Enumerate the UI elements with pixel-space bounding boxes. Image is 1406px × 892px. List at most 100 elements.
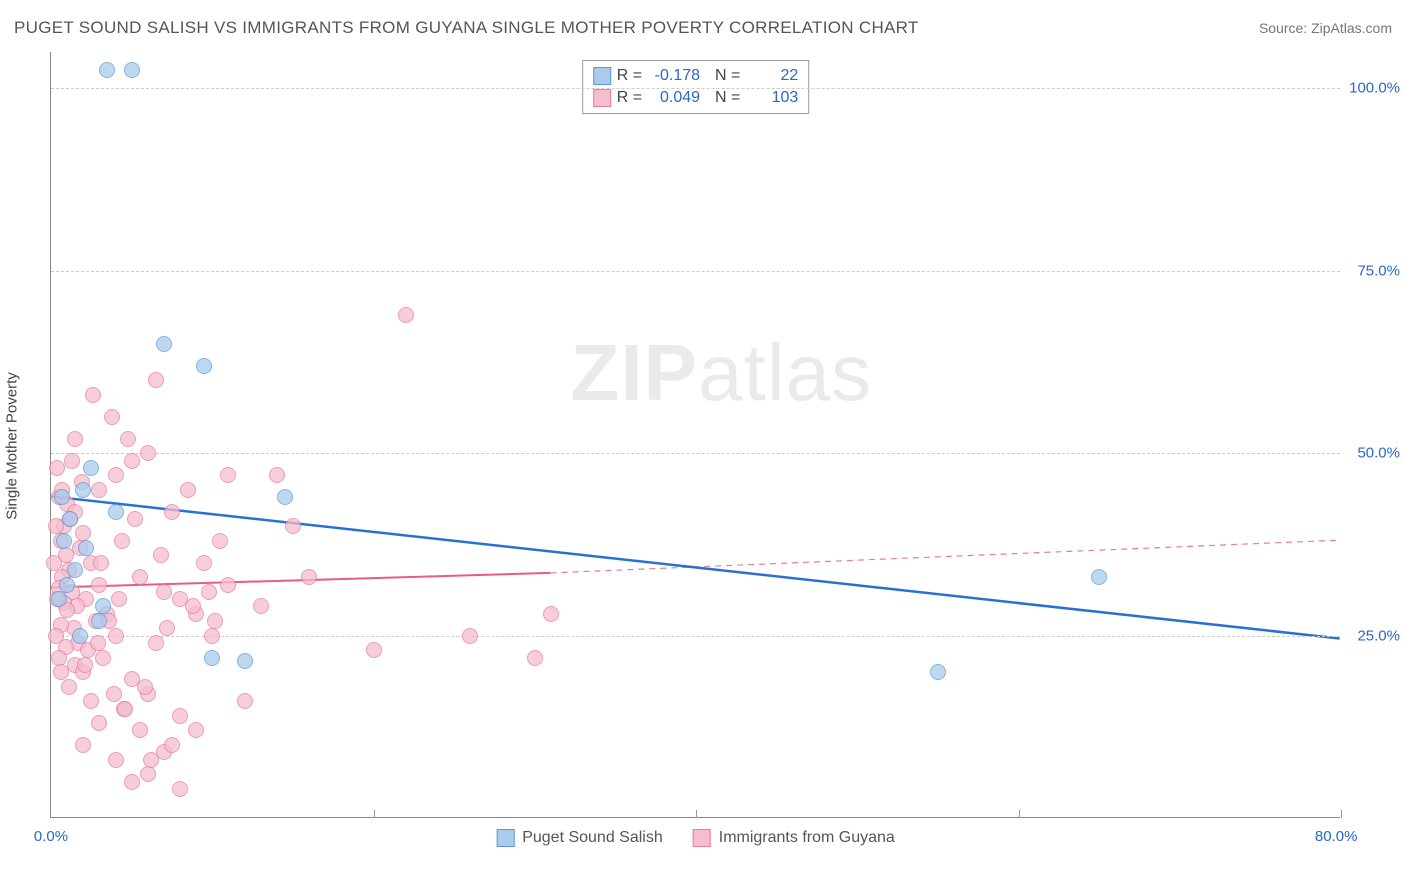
scatter-point-a <box>51 591 67 607</box>
x-tick-label-start: 0.0% <box>34 828 68 845</box>
chart-title: PUGET SOUND SALISH VS IMMIGRANTS FROM GU… <box>14 18 919 38</box>
legend-swatch-a <box>496 829 514 847</box>
scatter-point-b <box>48 628 64 644</box>
stats-n-label: N = <box>706 89 740 107</box>
scatter-point-b <box>462 628 478 644</box>
scatter-point-b <box>49 460 65 476</box>
scatter-point-a <box>91 613 107 629</box>
chart-header: PUGET SOUND SALISH VS IMMIGRANTS FROM GU… <box>14 18 1392 38</box>
y-tick-label: 50.0% <box>1345 445 1400 462</box>
legend-item-b: Immigrants from Guyana <box>693 829 895 847</box>
scatter-point-a <box>108 504 124 520</box>
scatter-point-a <box>237 653 253 669</box>
scatter-point-b <box>83 693 99 709</box>
watermark: ZIPatlas <box>571 327 872 419</box>
watermark-light: atlas <box>698 328 872 417</box>
x-tick-mark <box>1019 810 1020 818</box>
scatter-point-b <box>159 620 175 636</box>
scatter-point-b <box>527 650 543 666</box>
scatter-point-b <box>95 650 111 666</box>
gridline-horizontal <box>51 453 1340 454</box>
scatter-point-b <box>164 504 180 520</box>
stats-n-label: N = <box>706 67 740 85</box>
scatter-point-b <box>117 701 133 717</box>
scatter-point-a <box>78 540 94 556</box>
swatch-series-b <box>593 89 611 107</box>
scatter-point-b <box>77 657 93 673</box>
scatter-point-b <box>172 708 188 724</box>
legend-item-a: Puget Sound Salish <box>496 829 663 847</box>
y-tick-label: 75.0% <box>1345 262 1400 279</box>
scatter-point-b <box>64 453 80 469</box>
scatter-point-b <box>132 569 148 585</box>
y-tick-label: 100.0% <box>1345 80 1400 97</box>
scatter-point-b <box>143 752 159 768</box>
gridline-horizontal <box>51 88 1340 89</box>
scatter-point-a <box>83 460 99 476</box>
scatter-point-a <box>196 358 212 374</box>
scatter-point-b <box>91 482 107 498</box>
scatter-point-b <box>207 613 223 629</box>
scatter-point-b <box>269 467 285 483</box>
scatter-point-b <box>148 372 164 388</box>
scatter-point-b <box>91 715 107 731</box>
scatter-point-b <box>67 431 83 447</box>
scatter-point-a <box>72 628 88 644</box>
swatch-series-a <box>593 67 611 85</box>
scatter-point-b <box>180 482 196 498</box>
scatter-point-b <box>366 642 382 658</box>
stats-r-value-b: 0.049 <box>648 89 700 107</box>
scatter-point-b <box>108 752 124 768</box>
scatter-point-b <box>285 518 301 534</box>
scatter-point-b <box>61 679 77 695</box>
scatter-point-b <box>172 781 188 797</box>
scatter-point-a <box>56 533 72 549</box>
stats-r-label: R = <box>617 89 642 107</box>
scatter-point-a <box>124 62 140 78</box>
scatter-point-b <box>132 722 148 738</box>
scatter-point-b <box>212 533 228 549</box>
scatter-point-b <box>253 598 269 614</box>
scatter-point-b <box>301 569 317 585</box>
scatter-point-b <box>106 686 122 702</box>
scatter-point-a <box>62 511 78 527</box>
scatter-point-a <box>95 598 111 614</box>
scatter-point-b <box>201 584 217 600</box>
scatter-point-a <box>59 577 75 593</box>
scatter-point-b <box>46 555 62 571</box>
scatter-point-b <box>124 453 140 469</box>
scatter-point-b <box>148 635 164 651</box>
scatter-point-b <box>137 679 153 695</box>
scatter-point-b <box>91 577 107 593</box>
stats-r-label: R = <box>617 67 642 85</box>
scatter-point-b <box>185 598 201 614</box>
scatter-point-a <box>67 562 83 578</box>
y-tick-label: 25.0% <box>1345 627 1400 644</box>
x-tick-mark <box>1341 810 1342 818</box>
stats-n-value-a: 22 <box>746 67 798 85</box>
scatter-point-b <box>108 467 124 483</box>
scatter-point-b <box>153 547 169 563</box>
scatter-point-b <box>93 555 109 571</box>
scatter-point-a <box>99 62 115 78</box>
scatter-point-b <box>140 445 156 461</box>
scatter-point-a <box>156 336 172 352</box>
scatter-point-b <box>164 737 180 753</box>
scatter-point-b <box>75 525 91 541</box>
scatter-point-b <box>120 431 136 447</box>
scatter-point-b <box>124 774 140 790</box>
series-legend: Puget Sound Salish Immigrants from Guyan… <box>496 829 895 847</box>
scatter-point-b <box>75 737 91 753</box>
x-tick-mark <box>696 810 697 818</box>
scatter-point-b <box>220 467 236 483</box>
scatter-point-a <box>54 489 70 505</box>
legend-label-a: Puget Sound Salish <box>522 829 663 847</box>
scatter-point-a <box>277 489 293 505</box>
scatter-point-b <box>104 409 120 425</box>
scatter-point-b <box>85 387 101 403</box>
scatter-point-b <box>188 722 204 738</box>
scatter-point-b <box>51 650 67 666</box>
legend-swatch-b <box>693 829 711 847</box>
scatter-point-b <box>156 584 172 600</box>
stats-row-series-a: R = -0.178 N = 22 <box>593 65 799 87</box>
